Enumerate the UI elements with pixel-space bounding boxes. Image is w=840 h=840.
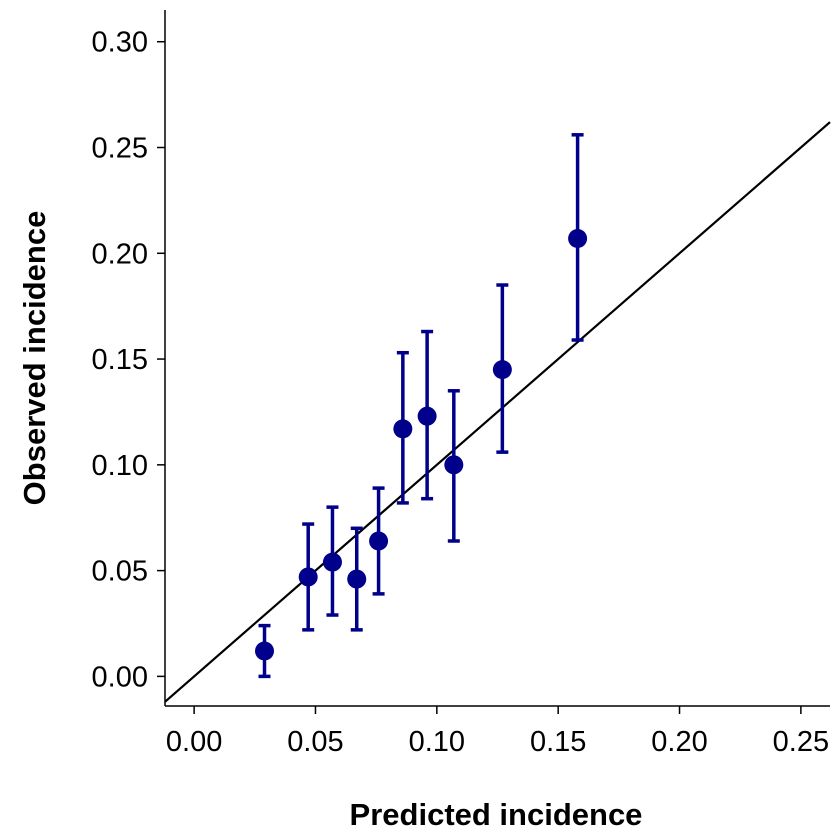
y-tick-labels: 0.00 0.05 0.10 0.15 0.20 0.25 0.30 — [92, 27, 148, 694]
y-tick-label: 0.25 — [92, 133, 148, 165]
data-point — [322, 552, 342, 572]
y-tick-label: 0.20 — [92, 238, 148, 270]
data-point — [393, 419, 413, 439]
x-tick-label: 0.05 — [287, 726, 343, 758]
y-tick-label: 0.05 — [92, 556, 148, 588]
data-point — [298, 567, 318, 587]
y-tick-label: 0.30 — [92, 27, 148, 59]
data-point — [444, 455, 464, 475]
y-tick-label: 0.10 — [92, 450, 148, 482]
x-tick-label: 0.20 — [651, 726, 707, 758]
y-tick-label: 0.00 — [92, 661, 148, 693]
x-tick-label: 0.00 — [166, 726, 222, 758]
y-axis-title: Observed incidence — [17, 211, 52, 506]
error-bars — [258, 133, 584, 679]
axes — [157, 10, 830, 714]
data-points — [255, 228, 588, 661]
identity-reference-line — [164, 121, 831, 703]
y-tick-label: 0.15 — [92, 344, 148, 376]
x-tick-labels: 0.00 0.05 0.10 0.15 0.20 0.25 — [166, 726, 829, 758]
x-tick-label: 0.25 — [773, 726, 829, 758]
data-point — [255, 641, 275, 661]
data-point — [417, 406, 437, 426]
data-point — [492, 360, 512, 380]
data-point — [347, 569, 367, 589]
data-point — [369, 531, 389, 551]
x-axis-title: Predicted incidence — [350, 797, 643, 832]
x-tick-label: 0.10 — [409, 726, 465, 758]
reference-line-layer — [164, 121, 831, 703]
x-tick-label: 0.15 — [530, 726, 586, 758]
data-point — [568, 228, 588, 248]
